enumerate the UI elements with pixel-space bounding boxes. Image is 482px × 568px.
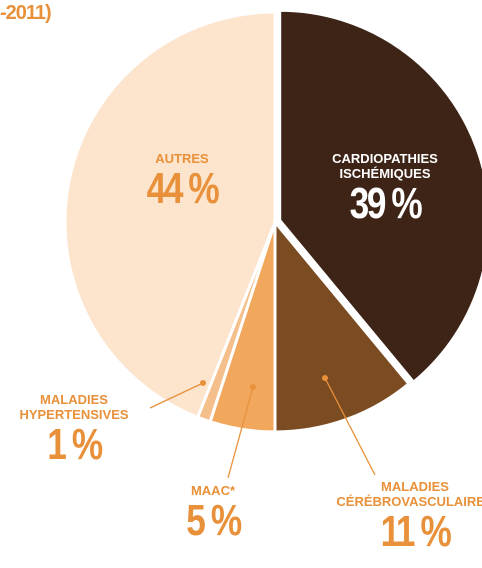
leader-line: [227, 386, 254, 479]
pie-slice: [63, 10, 277, 420]
slice-value: 5 %: [186, 495, 242, 545]
leader-dot: [322, 375, 328, 381]
leader-dot: [200, 380, 206, 386]
slice-name: MALADIES CÉRÉBROVASCULAIRES: [336, 479, 482, 509]
chart-title: -2011): [0, 2, 52, 24]
slice-value: 1 %: [47, 419, 103, 469]
leader-dot: [250, 384, 256, 390]
leader-line: [324, 377, 376, 476]
leader-line: [149, 382, 204, 409]
slice-label: MAAC* 5 %: [173, 483, 253, 545]
pie-slice: [278, 8, 482, 385]
slice-label: AUTRES 44 %: [132, 151, 232, 213]
slice-value: 39 %: [349, 178, 423, 228]
slice-name: MAAC*: [190, 483, 236, 498]
slice-label: MALADIES CÉRÉBROVASCULAIRES 11 %: [315, 479, 482, 556]
slice-value: 11 %: [380, 506, 452, 556]
slice-name: CARDIOPATHIES ISCHÉMIQUES: [332, 151, 438, 181]
slice-name: MALADIES HYPERTENSIVES: [19, 392, 129, 422]
slice-label: CARDIOPATHIES ISCHÉMIQUES 39 %: [315, 151, 455, 228]
slice-label: MALADIES HYPERTENSIVES 1 %: [4, 392, 144, 469]
slice-value: 44 %: [146, 163, 220, 213]
slice-name: AUTRES: [155, 151, 209, 166]
